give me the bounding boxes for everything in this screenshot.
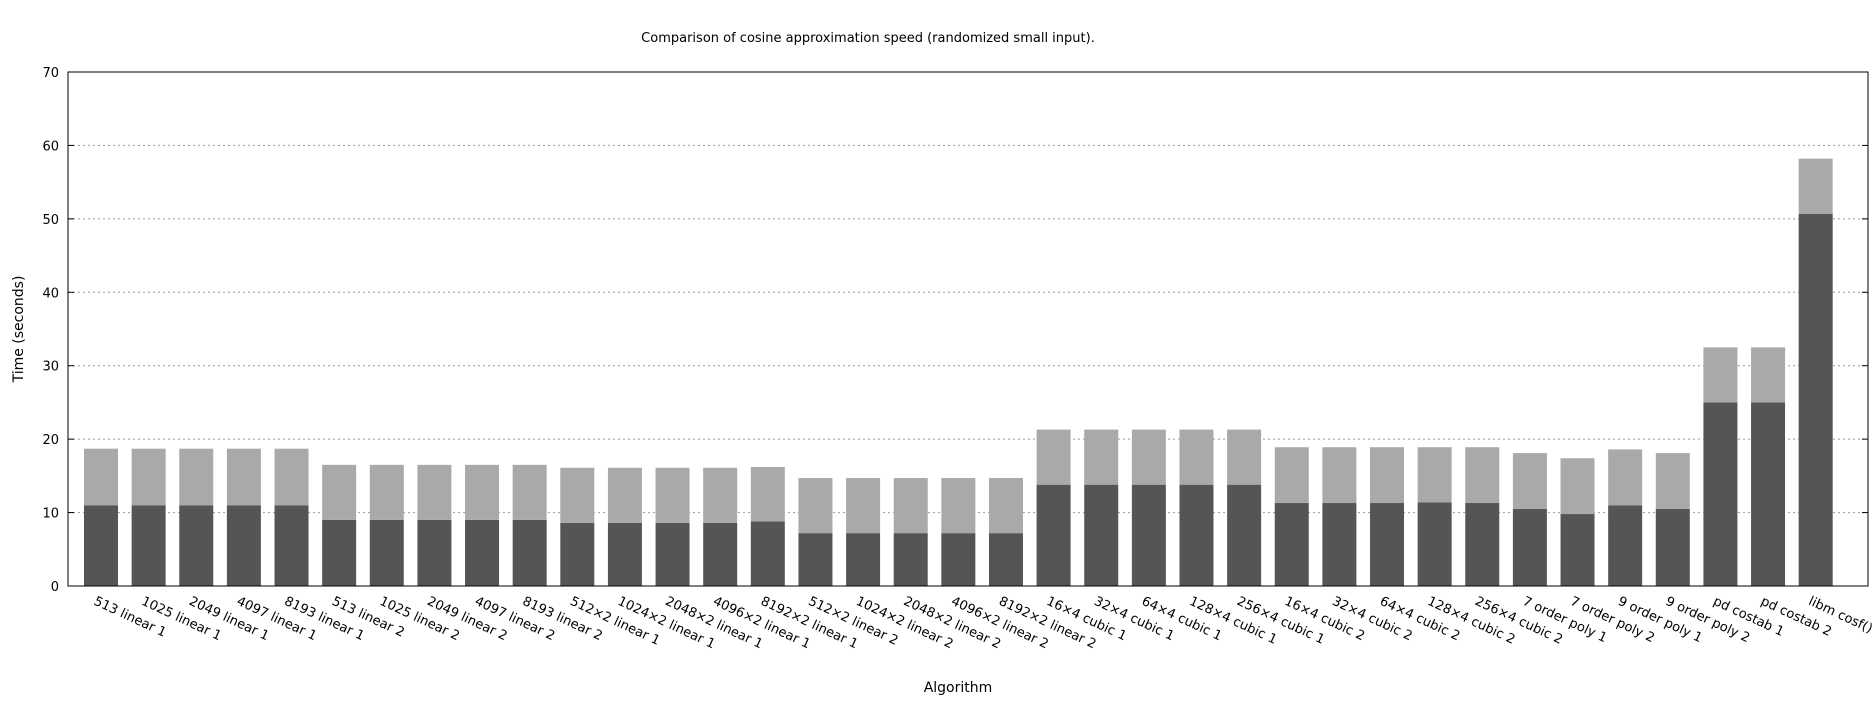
- bar-segment: [1703, 347, 1738, 403]
- plot-frame: [67, 71, 1869, 587]
- bar-segment: [84, 448, 118, 506]
- bar-segment: [322, 464, 357, 520]
- chart-title: Comparison of cosine approximation speed…: [641, 31, 1095, 46]
- bar-segment: [655, 522, 690, 586]
- bar-segment: [655, 467, 690, 523]
- bar-segment: [369, 464, 404, 520]
- bar-segment: [1655, 453, 1690, 509]
- bar-segment: [1036, 484, 1071, 586]
- y-tick-label: 20: [42, 433, 59, 448]
- bar-segment: [369, 519, 404, 586]
- bar-segment: [750, 521, 785, 586]
- bar-segment: [798, 533, 833, 586]
- bar-segment: [607, 467, 642, 523]
- y-tick-label: 60: [42, 139, 59, 154]
- y-tick-label: 50: [42, 213, 59, 228]
- bar-segment: [1608, 449, 1643, 506]
- bar-segment: [703, 522, 738, 586]
- y-tick-label: 70: [42, 66, 59, 81]
- y-tick-label: 10: [42, 507, 59, 522]
- bar-segment: [1751, 402, 1786, 586]
- bar-segment: [893, 478, 928, 534]
- bar-segment: [1084, 429, 1119, 485]
- bar-segment: [1227, 429, 1262, 485]
- bar-segment: [131, 505, 166, 586]
- bar-segment: [226, 505, 261, 586]
- bar-segment: [1322, 447, 1357, 504]
- bar-segment: [465, 519, 500, 586]
- bar-segment: [84, 505, 118, 586]
- y-axis-ticks: 0 10 20 30 40 50 60 70: [42, 66, 1868, 595]
- bar-segment: [607, 522, 642, 586]
- x-axis-label: Algorithm: [924, 680, 993, 696]
- bar-segment: [226, 448, 261, 506]
- bar-segment: [1084, 484, 1119, 586]
- bar-segment: [1655, 508, 1690, 586]
- bar-segment: [179, 505, 214, 586]
- bar-segment: [1036, 429, 1071, 485]
- bar-segment: [988, 533, 1023, 586]
- bar-segment: [1703, 402, 1738, 586]
- y-tick-label: 0: [51, 580, 59, 595]
- bar-segment: [1131, 484, 1166, 586]
- bar-segment: [417, 464, 452, 520]
- bar-segment: [1465, 503, 1500, 586]
- bar-segment: [274, 448, 309, 506]
- bar-segment: [703, 467, 738, 523]
- bar-segment: [560, 467, 595, 523]
- bar-segment: [417, 519, 452, 586]
- bar-segment: [1179, 429, 1214, 485]
- y-axis-label: Time (seconds): [11, 276, 27, 384]
- bar-segment: [1274, 503, 1309, 586]
- bar-segment: [512, 464, 547, 520]
- bar-segment: [1751, 347, 1786, 403]
- bar-segment: [846, 478, 881, 534]
- bar-segment: [1274, 447, 1309, 504]
- bar-segment: [1131, 429, 1166, 485]
- bar-segment: [893, 533, 928, 586]
- gridlines: [68, 144, 1868, 514]
- y-tick-label: 40: [42, 286, 59, 301]
- bars: [84, 158, 1833, 586]
- bar-segment: [1370, 503, 1405, 586]
- bar-segment: [846, 533, 881, 586]
- bar-segment: [274, 505, 309, 586]
- bar-segment: [941, 478, 976, 534]
- bar-segment: [1608, 505, 1643, 586]
- bar-segment: [131, 448, 166, 506]
- bar-segment: [512, 519, 547, 586]
- bar-segment: [1417, 447, 1452, 503]
- bar-segment: [1227, 484, 1262, 586]
- bar-segment: [1560, 514, 1595, 586]
- bar-segment: [1179, 484, 1214, 586]
- bar-segment: [1417, 502, 1452, 586]
- bar-segment: [798, 478, 833, 534]
- bar-segment: [179, 448, 214, 506]
- bar-segment: [560, 522, 595, 586]
- bar-segment: [988, 478, 1023, 534]
- bar-segment: [1798, 213, 1833, 586]
- bar-segment: [750, 467, 785, 522]
- bar-segment: [1512, 453, 1547, 509]
- bar-segment: [322, 519, 357, 586]
- bar-segment: [941, 533, 976, 586]
- bar-segment: [1798, 158, 1833, 214]
- bar-segment: [1370, 447, 1405, 504]
- y-tick-label: 30: [42, 360, 59, 375]
- bar-segment: [1560, 458, 1595, 515]
- bar-segment: [465, 464, 500, 520]
- bar-segment: [1322, 503, 1357, 586]
- bar-segment: [1465, 447, 1500, 504]
- bar-segment: [1512, 508, 1547, 586]
